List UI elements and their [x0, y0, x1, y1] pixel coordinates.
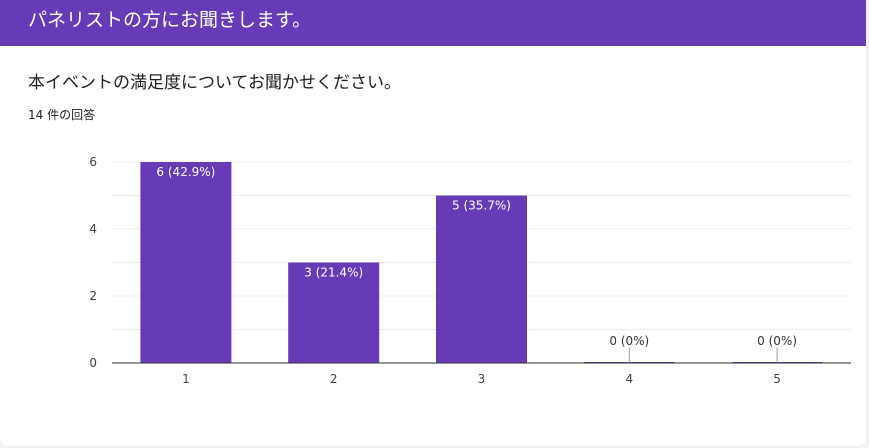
bar: [140, 162, 232, 363]
data-label: 0 (0%): [757, 334, 797, 348]
response-count: 14 件の回答: [28, 108, 96, 122]
y-tick-label: 4: [89, 222, 97, 236]
x-tick-label: 1: [182, 372, 190, 386]
bar: [436, 195, 527, 363]
x-tick-label: 4: [625, 372, 633, 386]
data-label: 5 (35.7%): [452, 199, 511, 213]
section-header: パネリストの方にお聞きします。: [0, 0, 866, 46]
question-title: 本イベントの満足度についてお聞かせください。: [28, 73, 401, 93]
data-label: 3 (21.4%): [304, 266, 363, 280]
y-tick-label: 2: [89, 289, 97, 303]
x-tick-label: 2: [330, 372, 338, 386]
data-label: 6 (42.9%): [156, 165, 215, 179]
section-title: パネリストの方にお聞きします。: [28, 9, 312, 31]
data-label: 0 (0%): [609, 334, 649, 348]
bar: [288, 262, 380, 363]
x-tick-label: 5: [773, 372, 781, 386]
y-tick-label: 6: [89, 155, 97, 169]
x-tick-label: 3: [478, 372, 486, 386]
y-tick-label: 0: [89, 356, 97, 370]
